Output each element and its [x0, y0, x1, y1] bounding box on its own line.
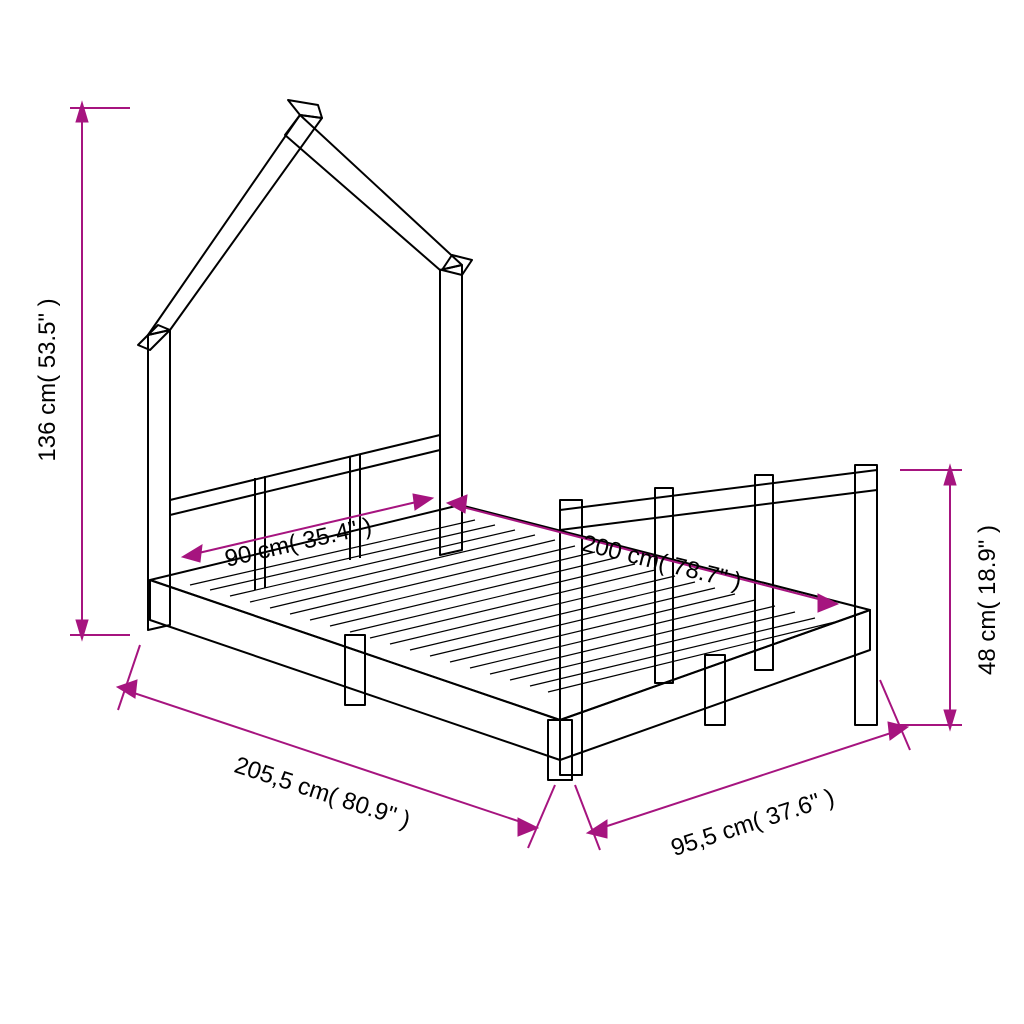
bed-frame-lineart — [138, 100, 877, 780]
label-mattress-width: 90 cm( 35.4" ) — [222, 513, 374, 573]
dim-footboard-height — [900, 465, 962, 730]
label-footboard-height: 48 cm( 18.9" ) — [974, 525, 1001, 675]
dim-outer-length — [117, 645, 555, 848]
bed-dimension-diagram: 136 cm( 53.5" ) 48 cm( 18.9" ) 90 cm( 35… — [0, 0, 1024, 1024]
dim-total-height — [70, 102, 130, 640]
label-outer-width: 95,5 cm( 37.6" ) — [668, 784, 838, 862]
label-total-height: 136 cm( 53.5" ) — [34, 298, 61, 461]
label-mattress-length: 200 cm( 78.7" ) — [579, 530, 744, 596]
label-outer-length: 205,5 cm( 80.9" ) — [231, 752, 414, 834]
